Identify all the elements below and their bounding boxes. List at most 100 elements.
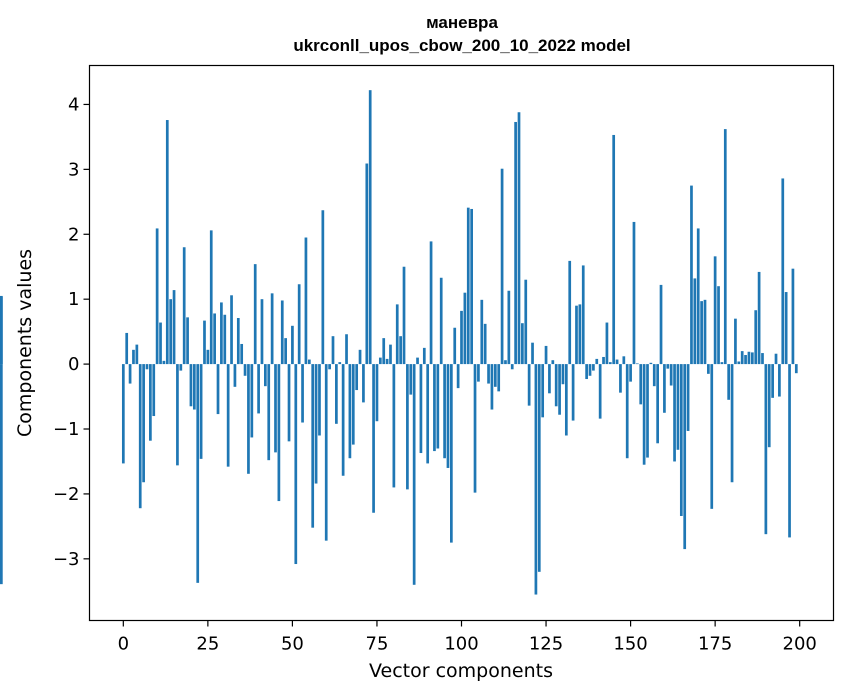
bar (581, 265, 585, 365)
bar (659, 284, 663, 365)
bar (571, 364, 575, 421)
bar (304, 237, 308, 365)
y-tick-label: 3 (68, 159, 79, 180)
x-axis-label: Vector components (369, 660, 553, 682)
bar (159, 322, 162, 365)
bar (771, 364, 774, 398)
bar (267, 364, 271, 461)
bar (784, 292, 788, 365)
bar (176, 364, 179, 466)
bar (233, 364, 237, 387)
bar (578, 304, 582, 365)
bar (602, 356, 605, 365)
bar (324, 364, 328, 541)
bar (345, 334, 348, 365)
bar (761, 353, 764, 365)
y-tick-label: 2 (68, 224, 79, 245)
bar (561, 364, 565, 385)
bar (527, 364, 531, 406)
bar (247, 364, 250, 474)
bar (588, 364, 592, 376)
bar (297, 284, 301, 365)
bar (537, 364, 541, 572)
bar (679, 364, 683, 516)
bar (548, 364, 551, 394)
bar (409, 364, 413, 395)
bar (649, 362, 653, 365)
bar (331, 336, 335, 365)
bar (767, 364, 771, 448)
bar (270, 293, 274, 365)
bar (223, 314, 227, 365)
y-tick-label: −2 (53, 484, 80, 505)
bar (666, 364, 670, 369)
bar (480, 299, 484, 365)
bar (307, 359, 311, 365)
bar (0, 364, 3, 585)
bar (629, 364, 632, 382)
bar (683, 364, 687, 550)
bar (375, 364, 379, 422)
x-tick-label: 150 (613, 634, 647, 655)
bar (646, 364, 649, 458)
bar (348, 364, 352, 459)
bar (625, 364, 629, 459)
bar (615, 359, 619, 365)
bar (165, 120, 169, 365)
bar (788, 364, 791, 538)
y-tick-label: 4 (68, 94, 79, 115)
bar (453, 327, 457, 365)
y-tick-label: 1 (68, 289, 79, 310)
chart-title: маневра (426, 13, 498, 32)
y-tick-label: 0 (68, 354, 79, 375)
bar (473, 364, 477, 493)
bar (541, 364, 545, 418)
bar (142, 364, 145, 483)
bar (311, 364, 315, 528)
bar (378, 357, 382, 365)
x-tick-label: 125 (529, 634, 563, 655)
bar (385, 358, 389, 365)
bar (264, 364, 267, 387)
bar (335, 364, 338, 424)
bar (619, 364, 622, 393)
bar (778, 364, 781, 397)
bar (422, 347, 426, 365)
bar (358, 349, 362, 365)
bar (162, 360, 166, 365)
bar (466, 207, 470, 365)
bar (240, 343, 244, 365)
bar (155, 228, 159, 365)
bar (568, 260, 572, 365)
bar (125, 332, 129, 365)
bar (483, 323, 487, 365)
bar (531, 342, 534, 365)
bar (443, 364, 446, 459)
bar (747, 351, 751, 365)
bar (673, 364, 676, 462)
bar (521, 323, 524, 365)
bars-group (0, 90, 798, 595)
bar (737, 361, 741, 365)
bar (439, 277, 443, 365)
y-tick-label: −1 (53, 419, 80, 440)
bar (723, 129, 727, 365)
bar (693, 278, 697, 365)
x-tick-label: 200 (783, 634, 817, 655)
bar (757, 271, 761, 365)
bar (209, 230, 213, 365)
bar (456, 364, 460, 389)
bar (663, 364, 666, 413)
bar (612, 134, 616, 365)
bar (639, 364, 643, 405)
bar (514, 121, 517, 365)
bar (196, 364, 200, 583)
bar (717, 286, 720, 365)
bar (128, 364, 132, 384)
bar (294, 364, 298, 565)
bar (730, 364, 734, 483)
bar (318, 364, 321, 436)
bar (656, 364, 659, 444)
bar (362, 364, 365, 403)
